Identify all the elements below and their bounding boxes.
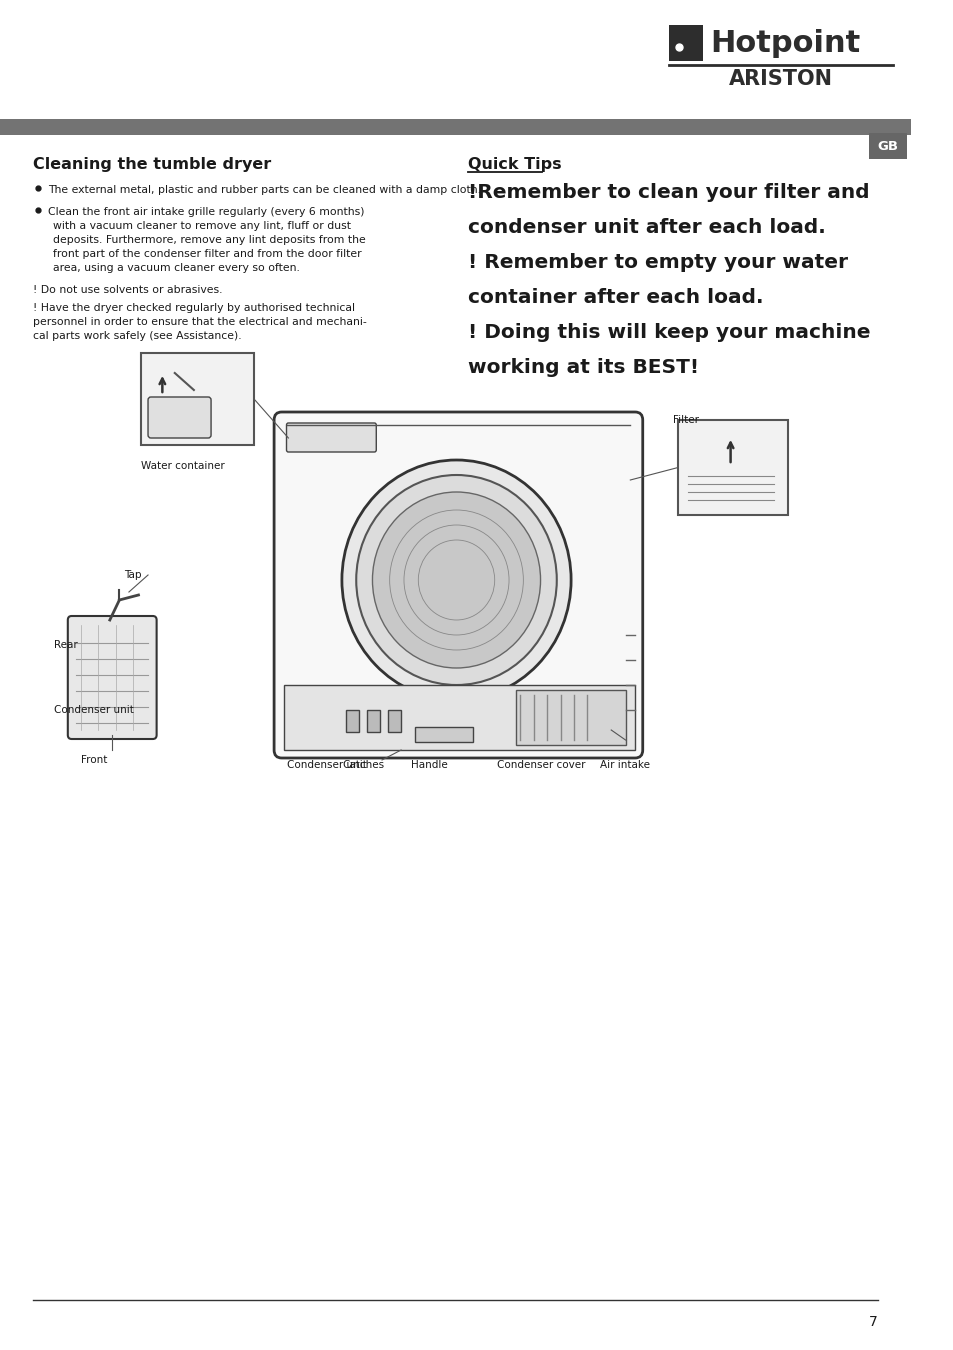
FancyBboxPatch shape — [274, 412, 642, 757]
Text: GB: GB — [877, 139, 898, 153]
Bar — [516, 690, 625, 745]
Bar — [283, 684, 635, 751]
Text: Quick Tips: Quick Tips — [468, 157, 561, 171]
Circle shape — [355, 475, 557, 684]
Text: Front: Front — [81, 755, 108, 765]
FancyBboxPatch shape — [286, 423, 375, 452]
Text: Clean the front air intake grille regularly (every 6 months): Clean the front air intake grille regula… — [48, 207, 364, 217]
Text: Rear: Rear — [54, 640, 78, 649]
Text: Hotpoint: Hotpoint — [710, 28, 860, 58]
Text: container after each load.: container after each load. — [468, 288, 762, 306]
Text: Water container: Water container — [141, 460, 225, 471]
Bar — [345, 710, 358, 732]
Text: Cleaning the tumble dryer: Cleaning the tumble dryer — [33, 157, 272, 171]
Text: ARISTON: ARISTON — [728, 69, 832, 89]
Text: front part of the condenser filter and from the door filter: front part of the condenser filter and f… — [52, 248, 361, 259]
Circle shape — [372, 491, 540, 668]
Text: Handle: Handle — [410, 760, 447, 770]
Bar — [668, 26, 702, 61]
Text: Tap: Tap — [124, 570, 141, 580]
Bar — [366, 710, 379, 732]
Bar — [141, 352, 253, 446]
Bar — [678, 420, 787, 514]
Text: deposits. Furthermore, remove any lint deposits from the: deposits. Furthermore, remove any lint d… — [52, 235, 365, 244]
Text: personnel in order to ensure that the electrical and mechani-: personnel in order to ensure that the el… — [33, 317, 367, 327]
Text: ! Do not use solvents or abrasives.: ! Do not use solvents or abrasives. — [33, 285, 223, 296]
Bar — [868, 134, 906, 159]
Text: Condenser unit: Condenser unit — [286, 760, 366, 770]
Text: with a vacuum cleaner to remove any lint, fluff or dust: with a vacuum cleaner to remove any lint… — [52, 221, 350, 231]
Text: 7: 7 — [868, 1315, 877, 1328]
Text: Catches: Catches — [341, 760, 384, 770]
Circle shape — [341, 460, 571, 701]
Text: The external metal, plastic and rubber parts can be cleaned with a damp cloth.: The external metal, plastic and rubber p… — [48, 185, 480, 194]
Text: cal parts work safely (see Assistance).: cal parts work safely (see Assistance). — [33, 331, 242, 342]
Text: Air intake: Air intake — [599, 760, 649, 770]
Bar — [415, 728, 473, 743]
Text: area, using a vacuum cleaner every so often.: area, using a vacuum cleaner every so of… — [52, 263, 299, 273]
Text: condenser unit after each load.: condenser unit after each load. — [468, 217, 825, 238]
Text: Condenser unit: Condenser unit — [54, 705, 134, 716]
FancyBboxPatch shape — [148, 397, 211, 437]
Bar — [0, 119, 910, 135]
FancyBboxPatch shape — [68, 616, 156, 738]
Text: Filter: Filter — [673, 414, 699, 425]
Text: ! Remember to empty your water: ! Remember to empty your water — [468, 252, 847, 271]
Text: Condenser cover: Condenser cover — [497, 760, 584, 770]
Text: !Remember to clean your filter and: !Remember to clean your filter and — [468, 184, 869, 202]
Bar — [387, 710, 400, 732]
Text: working at its BEST!: working at its BEST! — [468, 358, 699, 377]
Text: ! Have the dryer checked regularly by authorised technical: ! Have the dryer checked regularly by au… — [33, 302, 355, 313]
Text: ! Doing this will keep your machine: ! Doing this will keep your machine — [468, 323, 869, 342]
